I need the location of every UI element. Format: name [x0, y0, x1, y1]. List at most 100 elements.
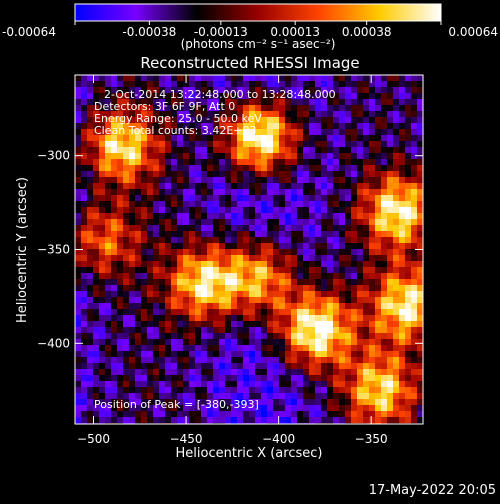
- heatmap-cell: [243, 189, 249, 195]
- heatmap-cell: [297, 393, 303, 399]
- heatmap-cell: [381, 255, 387, 261]
- heatmap-cell: [159, 117, 165, 123]
- heatmap-cell: [297, 81, 303, 87]
- heatmap-cell: [393, 213, 399, 219]
- heatmap-cell: [81, 141, 87, 147]
- heatmap-cell: [297, 141, 303, 147]
- heatmap-cell: [99, 339, 105, 345]
- heatmap-cell: [405, 393, 411, 399]
- heatmap-cell: [291, 165, 297, 171]
- heatmap-cell: [387, 129, 393, 135]
- heatmap-cell: [333, 387, 339, 393]
- heatmap-cell: [339, 171, 345, 177]
- heatmap-cell: [225, 279, 231, 285]
- heatmap-cell: [237, 297, 243, 303]
- heatmap-cell: [309, 129, 315, 135]
- heatmap-cell: [375, 279, 381, 285]
- heatmap-cell: [171, 285, 177, 291]
- heatmap-cell: [315, 285, 321, 291]
- heatmap-cell: [153, 231, 159, 237]
- heatmap-cell: [87, 219, 93, 225]
- heatmap-cell: [147, 387, 153, 393]
- heatmap-cell: [141, 87, 147, 93]
- heatmap-cell: [357, 111, 363, 117]
- heatmap-cell: [165, 297, 171, 303]
- heatmap-cell: [387, 291, 393, 297]
- heatmap-cell: [87, 297, 93, 303]
- heatmap-cell: [183, 207, 189, 213]
- heatmap-cell: [189, 285, 195, 291]
- heatmap-cell: [159, 189, 165, 195]
- heatmap-cell: [213, 303, 219, 309]
- heatmap-cell: [351, 339, 357, 345]
- heatmap-cell: [207, 393, 213, 399]
- heatmap-cell: [411, 177, 417, 183]
- heatmap-cell: [87, 399, 93, 405]
- heatmap-cell: [201, 369, 207, 375]
- heatmap-cell: [147, 285, 153, 291]
- heatmap-cell: [303, 279, 309, 285]
- heatmap-cell: [129, 219, 135, 225]
- heatmap-cell: [303, 393, 309, 399]
- heatmap-cell: [291, 357, 297, 363]
- heatmap-cell: [405, 183, 411, 189]
- heatmap-cell: [339, 165, 345, 171]
- heatmap-cell: [405, 129, 411, 135]
- heatmap-cell: [111, 309, 117, 315]
- heatmap-cell: [261, 147, 267, 153]
- heatmap-cell: [399, 285, 405, 291]
- heatmap-cell: [105, 309, 111, 315]
- heatmap-cell: [93, 327, 99, 333]
- heatmap-cell: [213, 315, 219, 321]
- heatmap-cell: [309, 165, 315, 171]
- heatmap-cell: [213, 417, 219, 423]
- heatmap-cell: [321, 171, 327, 177]
- heatmap-cell: [189, 411, 195, 417]
- heatmap-cell: [393, 363, 399, 369]
- heatmap-cell: [291, 111, 297, 117]
- heatmap-cell: [255, 351, 261, 357]
- heatmap-cell: [375, 309, 381, 315]
- heatmap-cell: [375, 81, 381, 87]
- heatmap-cell: [267, 399, 273, 405]
- heatmap-cell: [417, 105, 423, 111]
- heatmap-cell: [249, 207, 255, 213]
- heatmap-cell: [303, 369, 309, 375]
- heatmap-cell: [363, 189, 369, 195]
- heatmap-cell: [105, 273, 111, 279]
- heatmap-cell: [405, 345, 411, 351]
- heatmap-cell: [363, 339, 369, 345]
- heatmap-cell: [405, 207, 411, 213]
- heatmap-cell: [255, 309, 261, 315]
- heatmap-cell: [75, 303, 81, 309]
- heatmap-cell: [381, 327, 387, 333]
- heatmap-cell: [369, 315, 375, 321]
- heatmap-cell: [171, 315, 177, 321]
- heatmap-cell: [375, 117, 381, 123]
- heatmap-cell: [399, 201, 405, 207]
- heatmap-cell: [159, 285, 165, 291]
- heatmap-cell: [183, 351, 189, 357]
- heatmap-cell: [213, 129, 219, 135]
- heatmap-cell: [357, 87, 363, 93]
- heatmap-cell: [393, 207, 399, 213]
- heatmap-cell: [417, 213, 423, 219]
- heatmap-cell: [195, 333, 201, 339]
- heatmap-cell: [327, 111, 333, 117]
- heatmap-cell: [279, 99, 285, 105]
- heatmap-cell: [237, 129, 243, 135]
- heatmap-cell: [291, 243, 297, 249]
- heatmap-cell: [333, 219, 339, 225]
- heatmap-cell: [351, 399, 357, 405]
- heatmap-cell: [75, 219, 81, 225]
- heatmap-cell: [285, 183, 291, 189]
- heatmap-cell: [267, 195, 273, 201]
- heatmap-cell: [249, 339, 255, 345]
- heatmap-cell: [339, 237, 345, 243]
- heatmap-cell: [363, 315, 369, 321]
- heatmap-cell: [105, 147, 111, 153]
- heatmap-cell: [303, 123, 309, 129]
- heatmap-cell: [297, 417, 303, 423]
- heatmap-cell: [405, 387, 411, 393]
- heatmap-cell: [273, 387, 279, 393]
